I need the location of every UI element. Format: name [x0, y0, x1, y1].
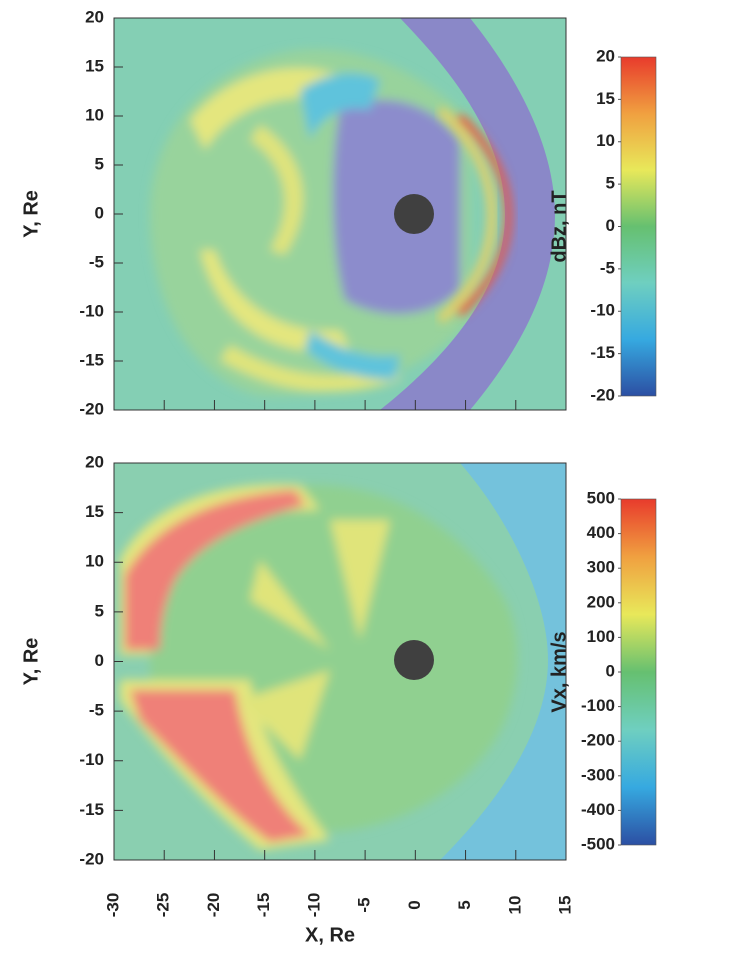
colorbar-tick-label: 200	[587, 592, 615, 611]
x-tick-label: -10	[304, 893, 323, 918]
colorbar-tick-label: 300	[587, 558, 615, 577]
x-tick-label: -25	[154, 893, 173, 918]
colorbar-tick-label: 20	[596, 46, 615, 65]
colorbar-tick-label: 0	[606, 661, 615, 680]
y-tick-label: -10	[79, 750, 104, 769]
y-tick-label: 15	[85, 502, 104, 521]
y-tick-label: 5	[95, 154, 104, 173]
colorbar-tick-label: 0	[606, 216, 615, 235]
colorbar-tick-label: 15	[596, 89, 615, 108]
x-tick-label: 0	[405, 900, 424, 909]
x-tick-label: -30	[103, 893, 122, 918]
colorbar	[620, 56, 657, 397]
y-tick-label: 20	[85, 452, 104, 471]
y-tick-label: -5	[89, 252, 104, 271]
x-tick-label: -20	[204, 893, 223, 918]
y-tick-label: 15	[85, 56, 104, 75]
x-tick-label: 5	[455, 900, 474, 909]
colorbar-tick-label: -200	[581, 731, 615, 750]
field-top	[114, 18, 566, 410]
colorbar-tick-label: 400	[587, 523, 615, 542]
colorbar-tick-label: -5	[600, 258, 615, 277]
colorbar-label: Vx, km/s	[548, 631, 570, 712]
y-tick-label: 0	[95, 651, 104, 670]
colorbar-tick-label: -20	[590, 385, 615, 404]
x-tick-label: 15	[555, 896, 574, 915]
colorbar-tick-label: 100	[587, 627, 615, 646]
x-tick-label: -15	[254, 893, 273, 918]
colorbar-tick-label: -10	[590, 301, 615, 320]
y-tick-label: -5	[89, 701, 104, 720]
y-tick-label: -15	[79, 350, 104, 369]
y-tick-label: 10	[85, 105, 104, 124]
colorbar-tick-label: -100	[581, 696, 615, 715]
y-tick-label: -20	[79, 399, 104, 418]
colorbar	[620, 498, 657, 846]
x-tick-label: -5	[355, 897, 374, 912]
y-tick-label: 0	[95, 203, 104, 222]
colorbar-tick-label: -15	[590, 343, 615, 362]
colorbar-tick-label: 10	[596, 131, 615, 150]
y-tick-label: 10	[85, 552, 104, 571]
colorbar-tick-label: -400	[581, 800, 615, 819]
colorbar-tick-label: -300	[581, 765, 615, 784]
y-tick-label: 5	[95, 601, 104, 620]
colorbar-tick-label: -500	[581, 834, 615, 853]
y-tick-label: -10	[79, 301, 104, 320]
y-tick-label: 20	[85, 7, 104, 26]
colorbar-tick-label: 5	[606, 174, 615, 193]
y-axis-label: Y, Re	[20, 190, 42, 238]
y-axis-label: Y, Re	[20, 638, 42, 686]
colorbar-tick-label: 500	[587, 488, 615, 507]
y-tick-label: -20	[79, 849, 104, 868]
colorbar-label: dBz, nT	[548, 190, 570, 262]
x-axis-label: X, Re	[305, 924, 355, 946]
y-tick-label: -15	[79, 800, 104, 819]
field-bottom	[114, 463, 566, 860]
x-tick-label: 10	[505, 896, 524, 915]
